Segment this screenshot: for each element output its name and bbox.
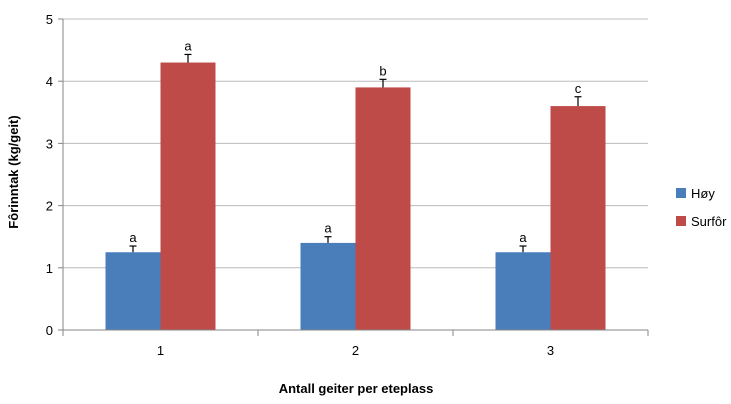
- significance-label: c: [575, 81, 582, 96]
- bar-surfor: [550, 106, 606, 330]
- legend-swatch: [676, 188, 686, 198]
- x-tick-label: 2: [352, 343, 359, 358]
- significance-label: a: [184, 38, 192, 53]
- axes: 0 1 2 3 4 5 1 2 3: [46, 12, 649, 358]
- legend-label: Surfôr: [691, 214, 727, 229]
- y-tick-label: 1: [46, 261, 53, 276]
- significance-label: b: [379, 63, 386, 78]
- bar-hoy: [495, 252, 551, 330]
- legend-label: Høy: [691, 186, 715, 201]
- significance-label: a: [519, 230, 527, 245]
- y-tick-label: 0: [46, 323, 53, 338]
- x-tick-label: 1: [157, 343, 164, 358]
- y-axis-title: Fôrinntak (kg/geit): [6, 115, 21, 228]
- legend: Høy Surfôr: [676, 186, 727, 229]
- bar-surfor: [355, 87, 411, 330]
- bar-hoy: [105, 252, 161, 330]
- bar-surfor: [160, 62, 216, 330]
- y-tick-label: 3: [46, 136, 53, 151]
- x-axis-title: Antall geiter per eteplass: [279, 381, 434, 396]
- y-tick-label: 5: [46, 12, 53, 27]
- significance-label: a: [129, 230, 137, 245]
- x-tick-label: 3: [547, 343, 554, 358]
- significance-label: a: [324, 221, 332, 236]
- y-tick-label: 2: [46, 199, 53, 214]
- legend-swatch: [676, 216, 686, 226]
- bars: a a a b a c: [105, 38, 606, 330]
- y-tick-label: 4: [46, 74, 53, 89]
- bar-hoy: [300, 242, 356, 330]
